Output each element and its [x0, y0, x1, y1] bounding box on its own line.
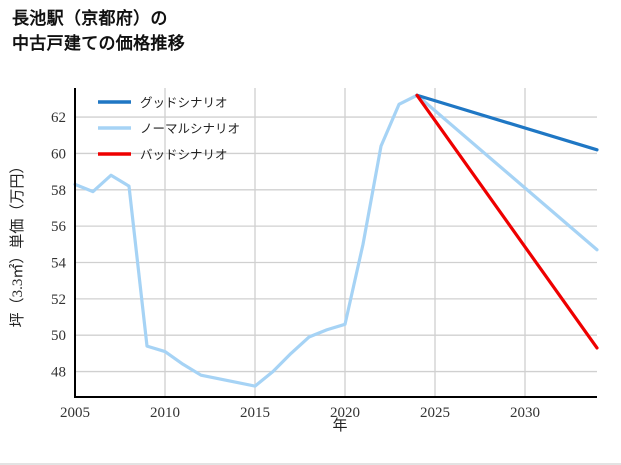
series-line	[415, 93, 599, 350]
x-tick-label: 2020	[330, 405, 360, 421]
y-tick-label: 54	[51, 255, 67, 271]
y-axis-label: 坪（3.3㎡）単価（万円）	[9, 159, 26, 328]
bottom-divider	[0, 463, 621, 465]
x-tick-label: 2015	[240, 405, 270, 421]
y-tick-label: 58	[51, 183, 66, 199]
legend-label: グッドシナリオ	[140, 96, 228, 110]
x-tick-label: 2005	[60, 405, 90, 421]
series-lines	[73, 93, 599, 388]
y-tick-label: 62	[51, 110, 66, 126]
x-tick-label: 2010	[150, 405, 180, 421]
y-tick-labels: 48 50 52 54 56 58 60 62	[51, 110, 67, 380]
chart-title-line1: 長池駅（京都府）の	[12, 9, 168, 28]
x-tick-label: 2030	[510, 405, 540, 421]
y-tick-label: 48	[51, 365, 66, 381]
x-tick-label: 2025	[420, 405, 450, 421]
axis-spines	[74, 88, 597, 398]
y-tick-label: 52	[51, 292, 66, 308]
x-axis-label: 年	[332, 417, 347, 434]
chart-title-line2: 中古戸建ての価格推移	[12, 33, 185, 53]
x-tick-labels: 2005 2010 2015 2020 2025 2030	[60, 405, 540, 421]
chart-title: 長池駅（京都府）の 中古戸建ての価格推移	[12, 7, 185, 56]
legend-label: バッドシナリオ	[140, 148, 228, 162]
legend-label: ノーマルシナリオ	[140, 122, 240, 136]
y-tick-label: 56	[51, 219, 67, 235]
series-line	[73, 93, 599, 388]
gridlines	[75, 116, 597, 373]
y-tick-label: 50	[51, 328, 66, 344]
series-line	[415, 93, 599, 152]
y-tick-label: 60	[51, 146, 66, 162]
